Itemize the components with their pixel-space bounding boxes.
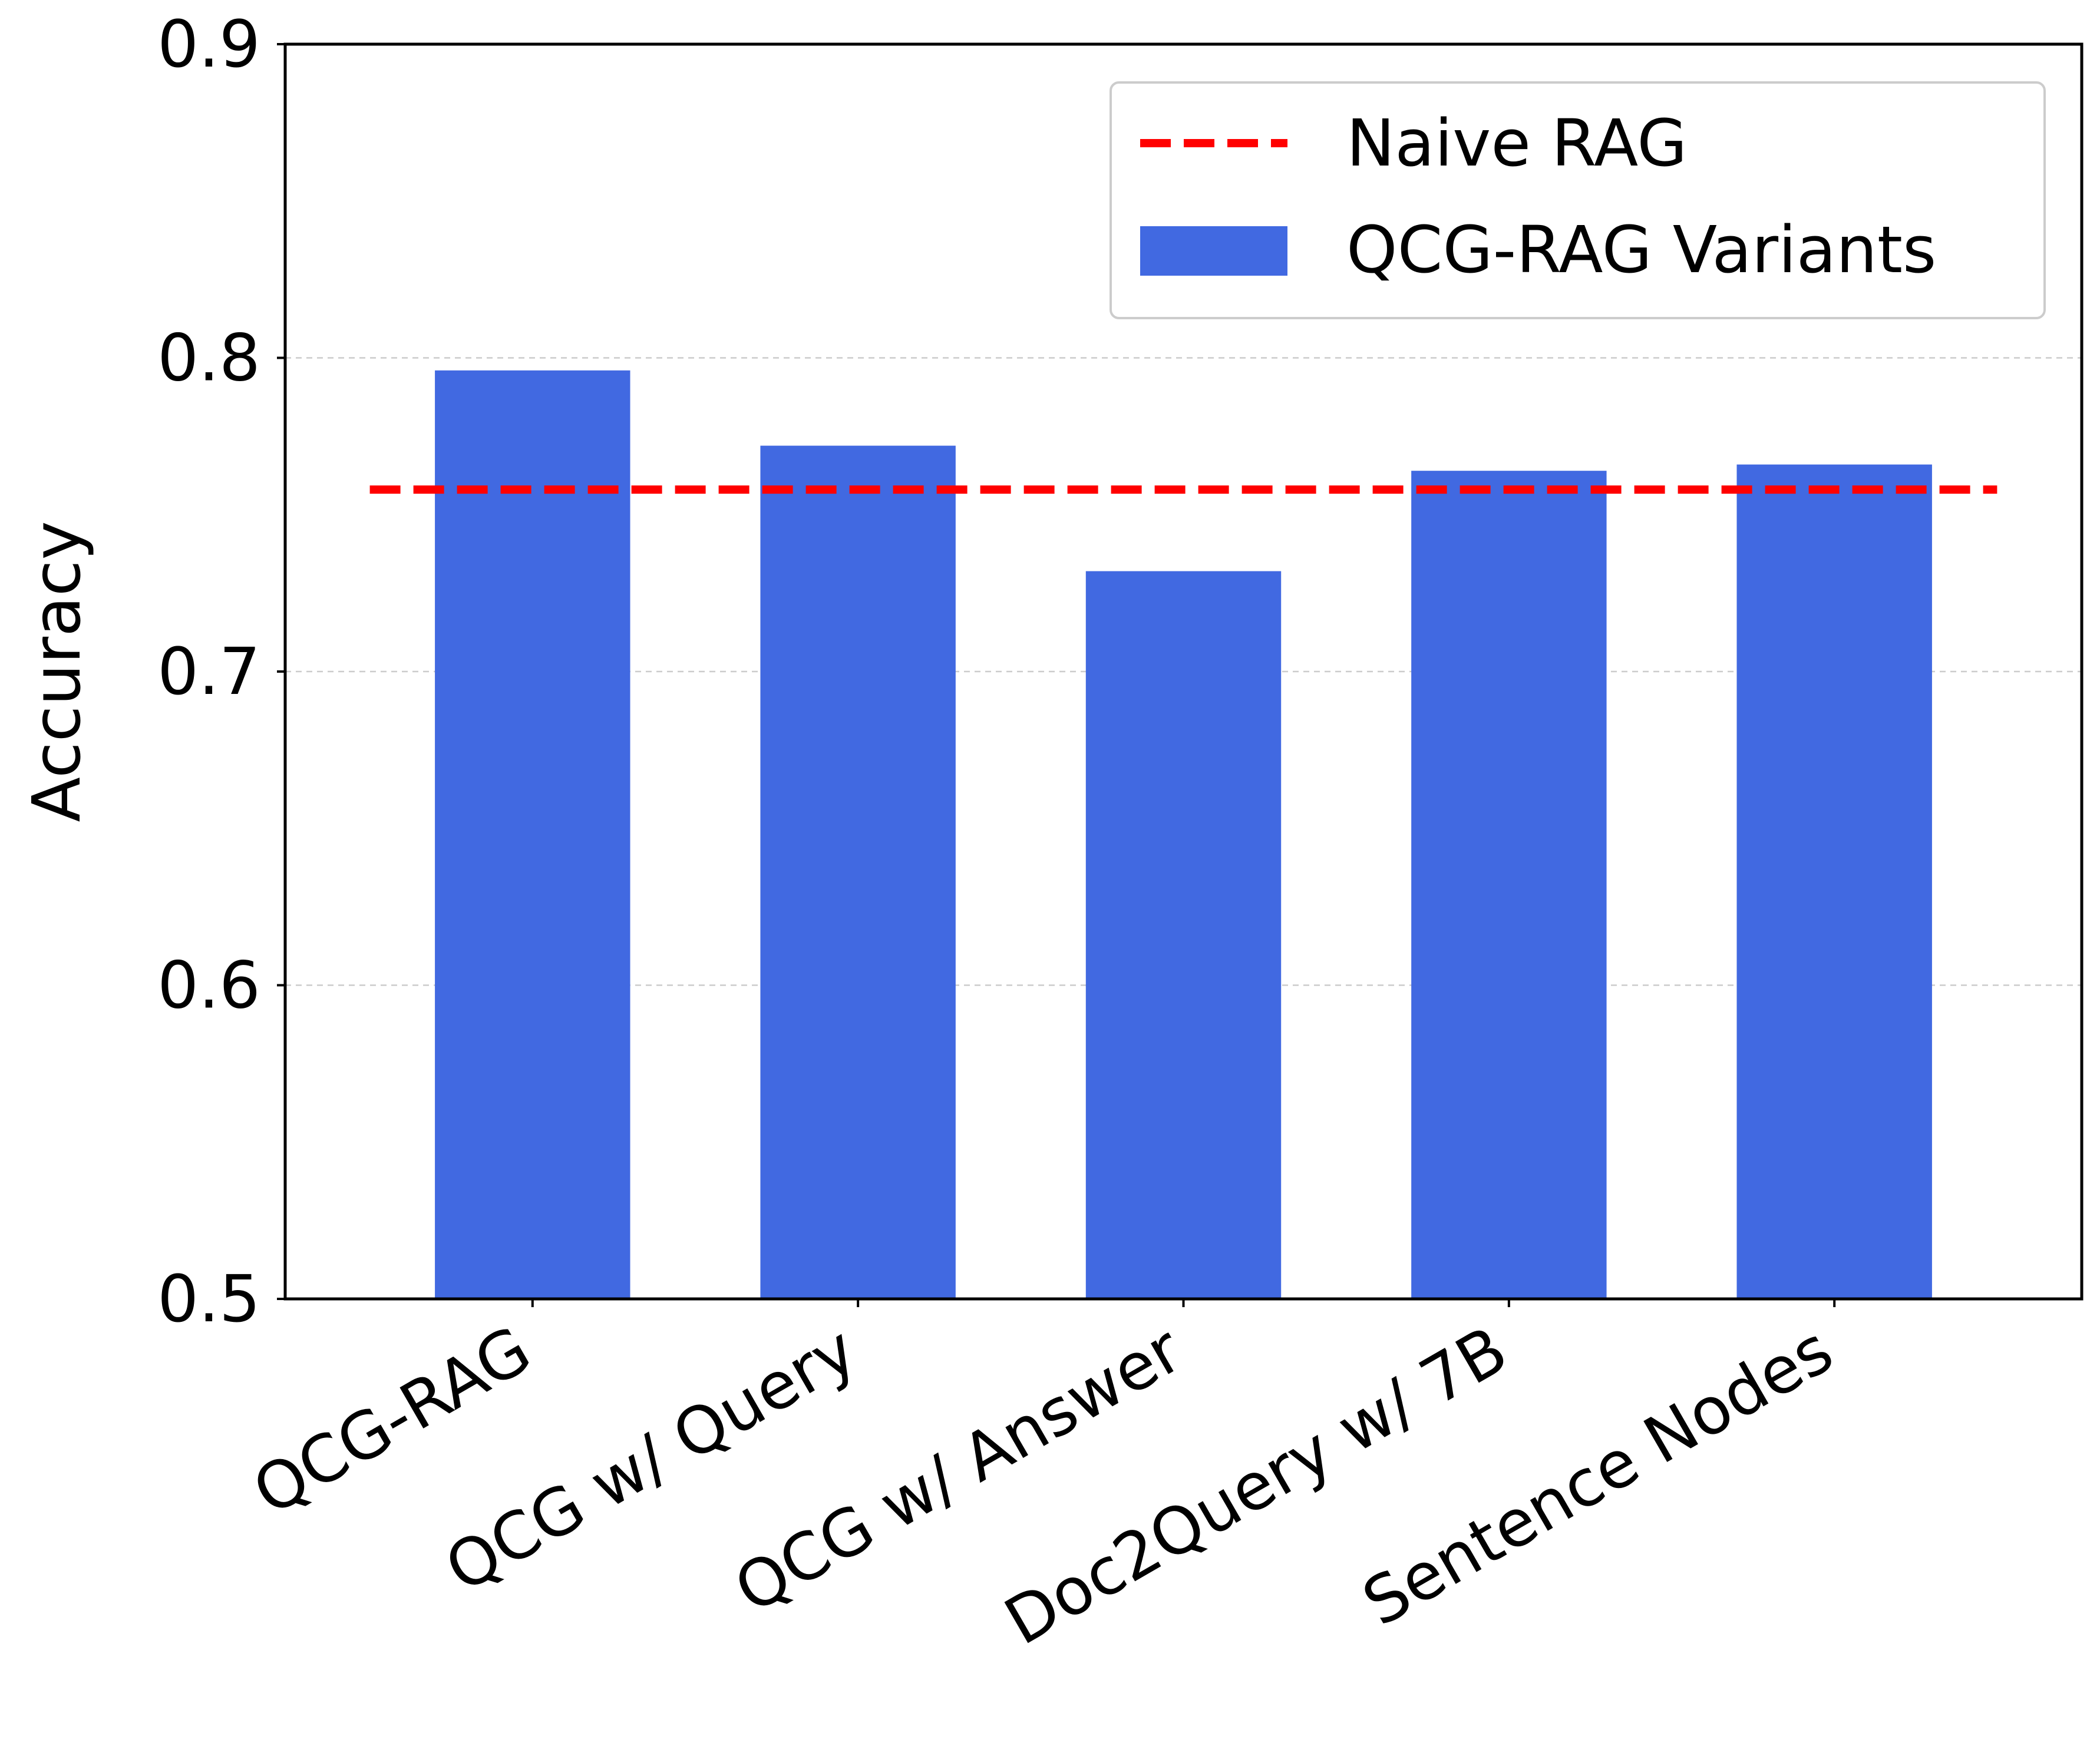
legend-naive-rag-label: Naive RAG [1346, 105, 1688, 181]
y-tick-label: 0.8 [157, 320, 260, 396]
y-axis-label: Accuracy [19, 521, 95, 822]
y-tick-label: 0.9 [157, 6, 260, 82]
legend: Naive RAG QCG-RAG Variants [1110, 81, 2046, 319]
y-axis-ticks: 0.5 0.6 0.7 0.8 0.9 [157, 6, 285, 1337]
y-tick-label: 0.6 [157, 948, 260, 1023]
bar-3 [1085, 571, 1282, 1299]
bars [435, 370, 1932, 1299]
bar-2 [760, 445, 956, 1299]
y-tick-label: 0.5 [157, 1261, 260, 1337]
legend-qcg-rag-variants-swatch [1140, 226, 1287, 276]
legend-box [1110, 81, 2046, 319]
bar-1 [435, 370, 630, 1299]
legend-qcg-rag-variants-label: QCG-RAG Variants [1346, 212, 1936, 287]
bar-5 [1736, 464, 1932, 1299]
bar-4 [1411, 471, 1607, 1299]
y-tick-label: 0.7 [157, 634, 260, 709]
